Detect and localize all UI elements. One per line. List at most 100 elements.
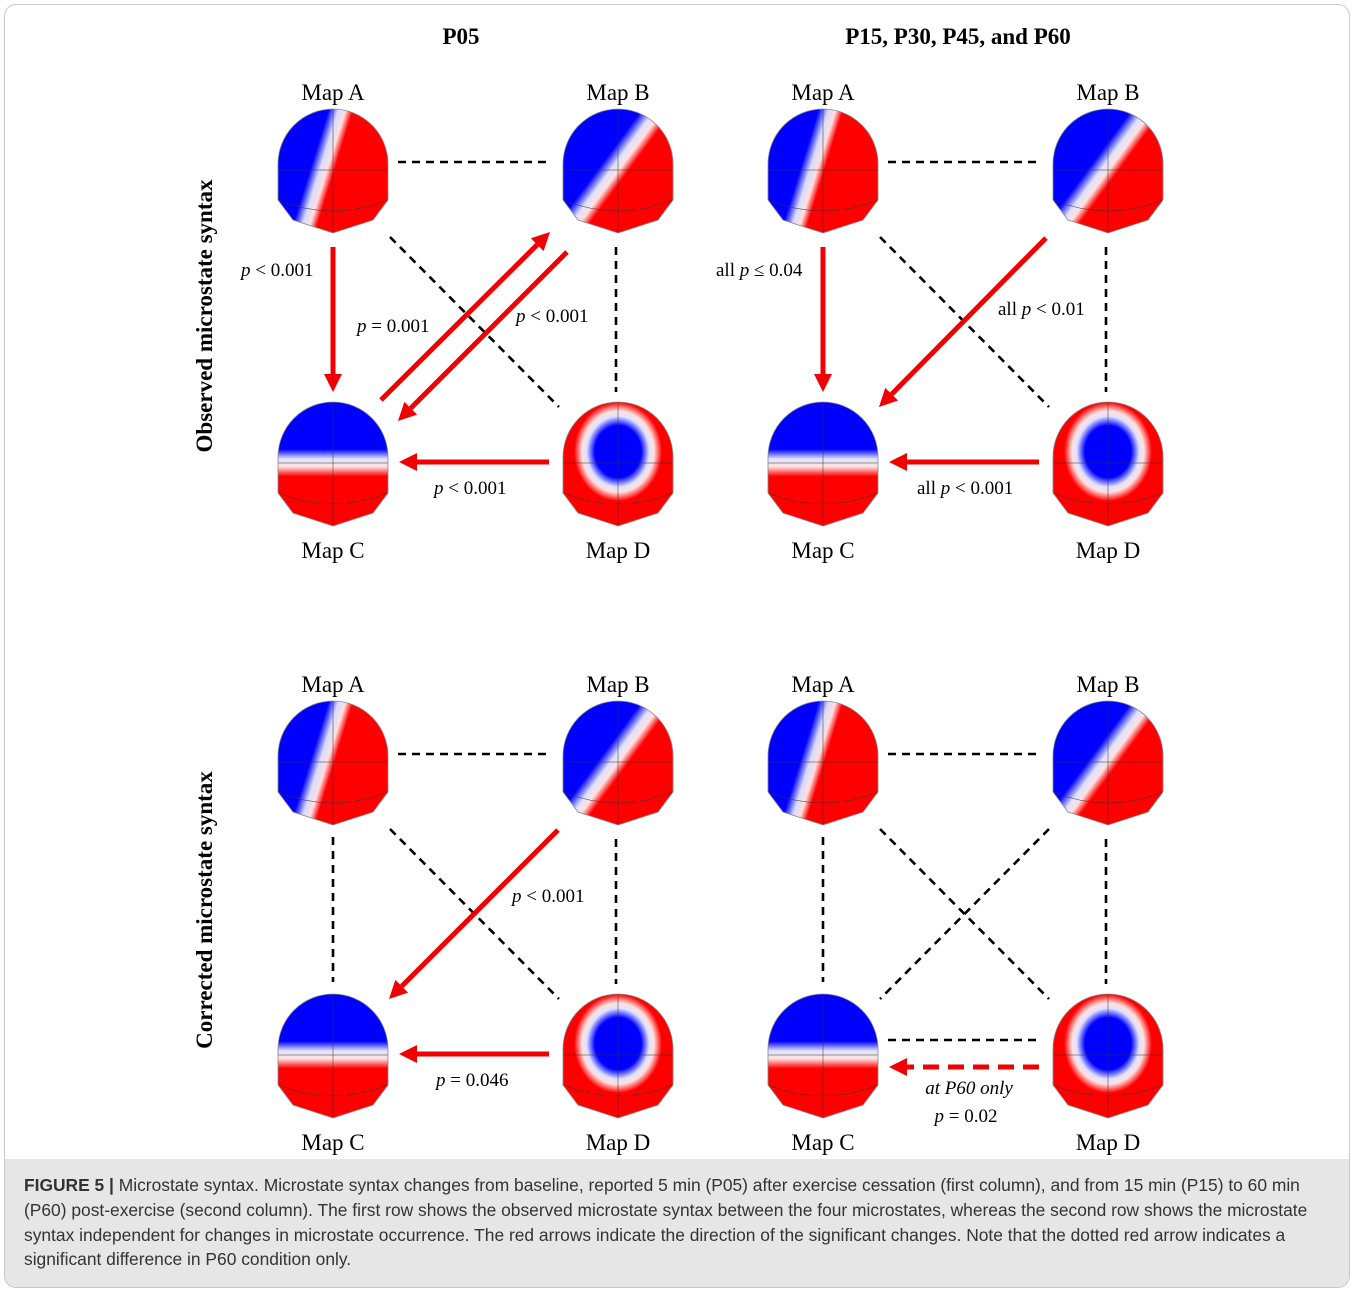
- topomap-outline: [277, 108, 389, 234]
- arrow-d-to-c: [889, 453, 1039, 471]
- p-symbol: p: [434, 1070, 446, 1091]
- p-value-prefix: all: [716, 260, 740, 281]
- p-value-text: < 0.001: [444, 478, 507, 499]
- p-value-label: p = 0.001: [355, 316, 429, 337]
- topomap-outline: [562, 993, 674, 1119]
- arrow-shaft: [399, 828, 560, 989]
- p-symbol: p: [933, 1106, 945, 1127]
- topomap-outline: [562, 700, 674, 826]
- topomap-arc: [767, 791, 879, 804]
- p-value-text: < 0.001: [950, 478, 1013, 499]
- p-value-text: ≤ 0.04: [749, 260, 803, 281]
- topomap-outline: [767, 401, 879, 527]
- topomap-c: [767, 993, 879, 1119]
- topomap-a: [277, 700, 389, 826]
- p-symbol: p: [514, 306, 526, 327]
- p-value-prefix: all: [998, 299, 1022, 320]
- arrow-shaft: [889, 236, 1048, 396]
- topomap-c: [277, 401, 389, 527]
- map-label-b: Map B: [1076, 80, 1139, 105]
- topomap-outline: [277, 993, 389, 1119]
- topomap-arc: [767, 199, 879, 212]
- topomap-c: [277, 993, 389, 1119]
- topomap-arc: [767, 492, 879, 505]
- p-value-text: < 0.001: [526, 306, 589, 327]
- map-label-c: Map C: [791, 538, 854, 563]
- column-title-p15-p60: P15, P30, P45, and P60: [845, 24, 1071, 49]
- arrow-d-to-c: [889, 1058, 1039, 1076]
- p-value-label: all p < 0.01: [998, 299, 1085, 320]
- p-value-text: = 0.001: [367, 316, 430, 337]
- topomap-d: [1052, 401, 1164, 527]
- figure-diagram: P05 P15, P30, P45, and P60 Observed micr…: [192, 24, 1164, 1155]
- p-symbol: p: [1020, 299, 1032, 320]
- link-a-d: [389, 236, 560, 408]
- topomap-outline: [1052, 993, 1164, 1119]
- topomap-arc: [277, 791, 389, 804]
- topomap-outline: [767, 700, 879, 826]
- topomap-arc: [562, 791, 674, 804]
- p-value-label: p < 0.001: [510, 886, 584, 907]
- p-value-label: all p ≤ 0.04: [716, 260, 803, 281]
- figure-caption: FIGURE 5 | Microstate syntax. Microstate…: [24, 1173, 1344, 1272]
- p-value-label: p < 0.001: [514, 306, 588, 327]
- topomap-outline: [1052, 108, 1164, 234]
- figure-label: FIGURE 5 |: [24, 1175, 114, 1195]
- map-label-d: Map D: [586, 538, 651, 563]
- p-value-text: < 0.001: [522, 886, 585, 907]
- topomap-c: [767, 401, 879, 527]
- caption-band: [5, 1159, 1349, 1287]
- map-label-b: Map B: [586, 672, 649, 697]
- topomap-d: [1052, 993, 1164, 1119]
- arrow-head: [889, 453, 907, 471]
- arrow-head: [879, 387, 899, 407]
- topomap-outline: [277, 401, 389, 527]
- map-label-b: Map B: [1076, 672, 1139, 697]
- topomap-arc: [277, 1084, 389, 1097]
- p-value-text: = 0.02: [944, 1106, 997, 1127]
- topomap-outline: [1052, 401, 1164, 527]
- map-label-d: Map D: [1076, 1130, 1141, 1155]
- arrow-a-to-c: [324, 247, 342, 392]
- p-symbol: p: [432, 478, 444, 499]
- row-title-corrected: Corrected microstate syntax: [192, 771, 217, 1049]
- arrow-note: at P60 only: [925, 1078, 1013, 1099]
- p-symbol: p: [239, 260, 251, 281]
- map-label-d: Map D: [1076, 538, 1141, 563]
- p-symbol: p: [510, 886, 522, 907]
- arrow-head: [324, 374, 342, 392]
- topomap-d: [562, 993, 674, 1119]
- arrow-d-to-c: [399, 453, 549, 471]
- topomap-arc: [277, 199, 389, 212]
- p-symbol: p: [355, 316, 367, 337]
- p-value-label: p < 0.001: [239, 260, 313, 281]
- topomap-arc: [1052, 1084, 1164, 1097]
- column-title-p05: P05: [442, 24, 479, 49]
- arrow-d-to-c: [399, 1045, 549, 1063]
- arrow-head: [814, 374, 832, 392]
- topomap-arc: [562, 1084, 674, 1097]
- arrow-b-to-c: [879, 236, 1048, 407]
- link-b-c: [879, 828, 1050, 1000]
- map-label-d: Map D: [586, 1130, 651, 1155]
- topomap-outline: [562, 401, 674, 527]
- arrow-b-to-c: [398, 250, 569, 421]
- topomap-arc: [562, 492, 674, 505]
- p-value-text: < 0.001: [251, 260, 314, 281]
- p-value-text: < 0.01: [1031, 299, 1084, 320]
- topomap-b: [562, 700, 674, 826]
- topomap-a: [277, 108, 389, 234]
- map-label-c: Map C: [301, 1130, 364, 1155]
- topomap-a: [767, 108, 879, 234]
- topomap-b: [1052, 108, 1164, 234]
- arrow-head: [889, 1058, 907, 1076]
- arrow-head: [530, 232, 550, 252]
- topomap-arc: [1052, 199, 1164, 212]
- map-label-a: Map A: [301, 672, 365, 697]
- p-symbol: p: [939, 478, 951, 499]
- topomap-outline: [767, 108, 879, 234]
- arrow-head: [398, 401, 418, 421]
